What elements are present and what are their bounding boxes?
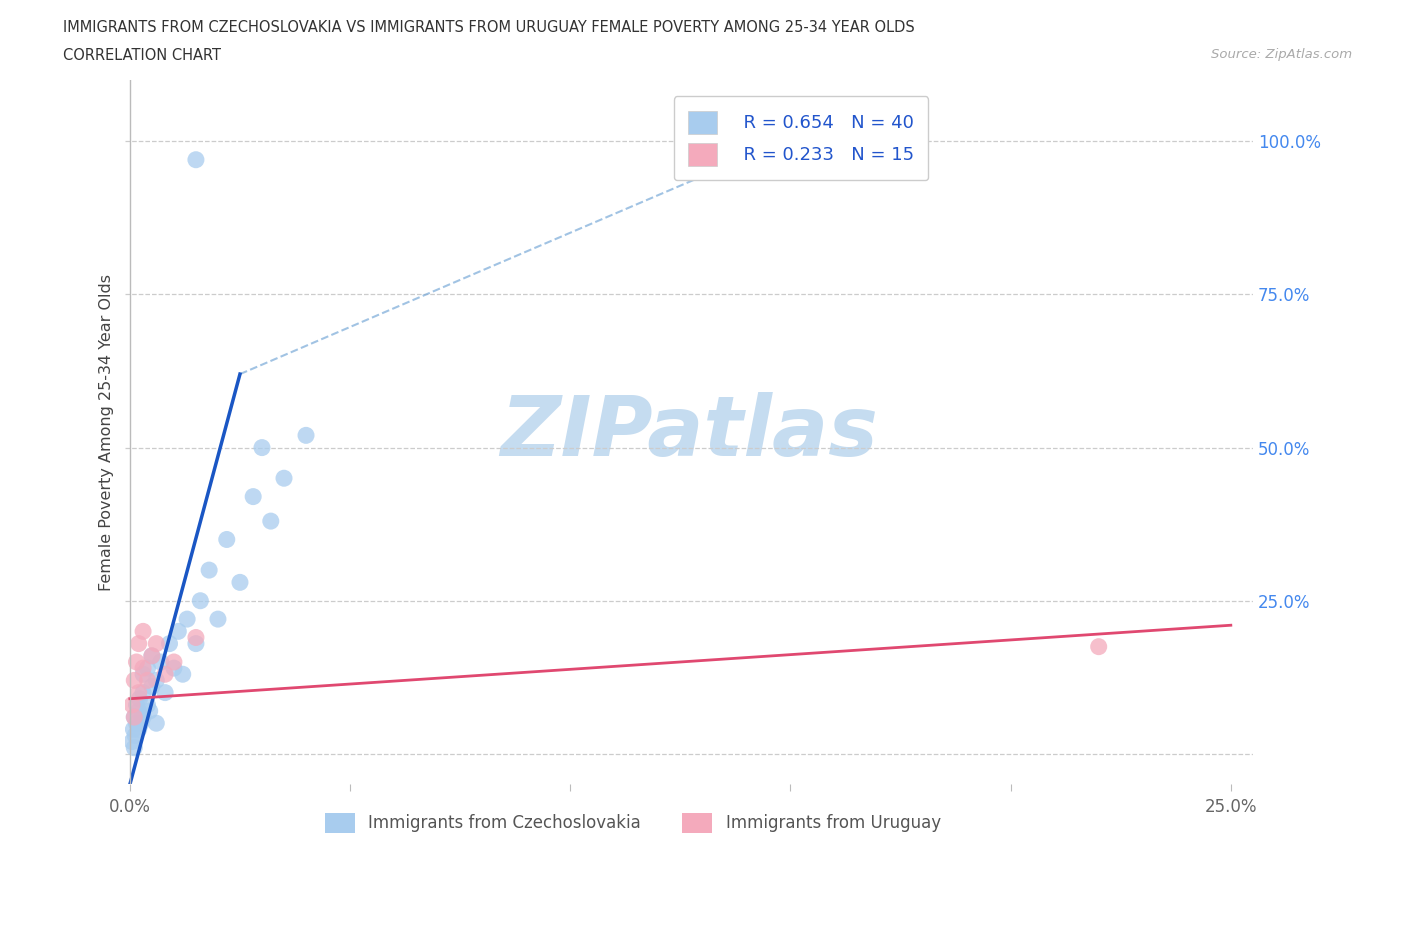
Point (141, 648, 163, 663)
Point (145, 636, 167, 651)
Point (128, 685, 150, 700)
Point (1087, 639, 1109, 654)
Point (132, 667, 155, 682)
Point (132, 624, 155, 639)
Text: IMMIGRANTS FROM CZECHOSLOVAKIA VS IMMIGRANTS FROM URUGUAY FEMALE POVERTY AMONG 2: IMMIGRANTS FROM CZECHOSLOVAKIA VS IMMIGR… (63, 20, 915, 35)
Point (188, 593, 211, 608)
Point (128, 636, 150, 651)
Point (167, 624, 190, 639)
Point (125, 655, 148, 670)
Point (132, 660, 155, 675)
Point (124, 673, 146, 688)
Text: Source: ZipAtlas.com: Source: ZipAtlas.com (1212, 48, 1353, 61)
Point (153, 685, 176, 700)
Point (124, 710, 146, 724)
Point (145, 673, 167, 688)
Point (242, 489, 264, 504)
Legend: Immigrants from Czechoslovakia, Immigrants from Uruguay: Immigrants from Czechoslovakia, Immigran… (318, 806, 948, 840)
Point (215, 532, 238, 547)
Point (295, 428, 318, 443)
Point (153, 667, 176, 682)
Point (141, 679, 163, 694)
Point (184, 630, 207, 644)
Point (124, 740, 146, 755)
Point (136, 698, 159, 712)
Text: CORRELATION CHART: CORRELATION CHART (63, 48, 221, 63)
Point (129, 716, 152, 731)
Point (128, 722, 150, 737)
Point (122, 722, 145, 737)
Point (128, 691, 150, 706)
Text: ZIPatlas: ZIPatlas (501, 392, 879, 472)
Point (273, 471, 295, 485)
Point (184, 153, 207, 167)
Point (141, 648, 163, 663)
Point (207, 612, 229, 627)
Point (250, 440, 273, 455)
Point (121, 734, 143, 749)
Point (159, 636, 181, 651)
Point (145, 716, 167, 731)
Point (172, 667, 194, 682)
Point (121, 698, 143, 712)
Point (132, 710, 155, 724)
Point (128, 703, 150, 718)
Point (198, 563, 221, 578)
Point (136, 660, 159, 675)
Point (124, 728, 146, 743)
Point (184, 636, 207, 651)
Point (125, 716, 148, 731)
Point (138, 703, 160, 718)
Point (124, 710, 146, 724)
Point (149, 655, 172, 670)
Point (125, 698, 148, 712)
Point (163, 655, 186, 670)
Point (132, 685, 155, 700)
Point (260, 513, 283, 528)
Point (176, 612, 198, 627)
Point (163, 660, 186, 675)
Point (136, 673, 159, 688)
Point (229, 575, 252, 590)
Y-axis label: Female Poverty Among 25-34 Year Olds: Female Poverty Among 25-34 Year Olds (100, 273, 114, 591)
